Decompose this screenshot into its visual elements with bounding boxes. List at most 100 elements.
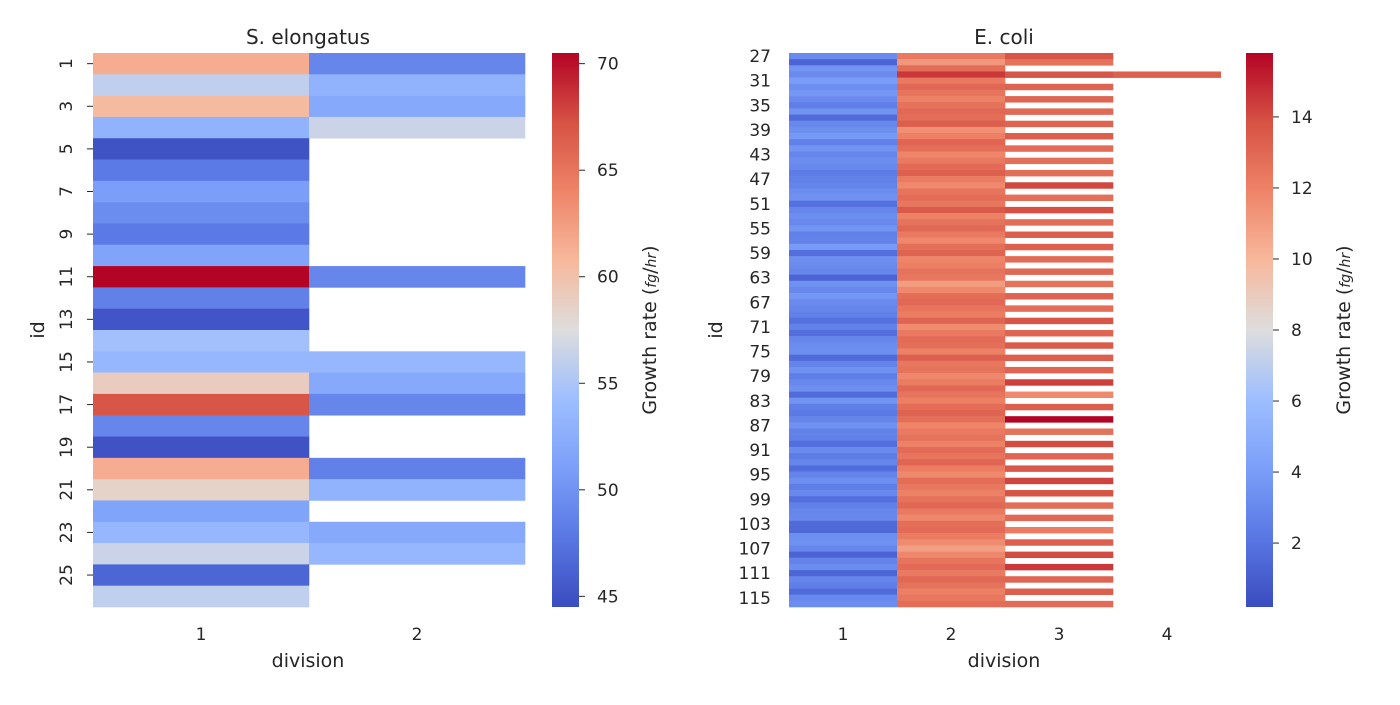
heatmap-cell [789,520,898,528]
y-tick-label: 71 [749,318,771,338]
y-tick-label: 15 [57,351,77,373]
y-tick-label: 67 [749,293,771,313]
colorbar-tick-label: 45 [597,587,619,607]
y-tick-label: 11 [57,266,77,288]
heatmap-cell [897,397,1006,405]
heatmap-cell [789,342,898,349]
heatmap-cell [1005,145,1114,152]
heatmap-cell [789,360,898,368]
heatmap-cell [897,194,1006,202]
y-tick-label: 3 [57,101,77,112]
heatmap-cell [897,576,1006,583]
heatmap-cell [789,428,898,435]
heatmap-cell [897,520,1006,528]
heatmap-cell [789,139,898,146]
heatmap-cell [309,521,526,544]
heatmap-cell [1005,206,1114,214]
heatmap-cell [897,588,1006,595]
heatmap-cell [789,323,898,331]
heatmap-cells-s-elongatus [93,53,526,608]
heatmap-cell [789,594,898,602]
heatmap-cell [93,351,310,373]
heatmap-cell [1005,391,1114,399]
heatmap-cell [1005,526,1114,534]
heatmap-cell [1005,59,1114,66]
heatmap-cell [1005,83,1114,91]
heatmap-cell [897,77,1006,85]
heatmap-cell [93,116,310,139]
heatmap-cell [897,336,1006,343]
heatmap-cell [897,465,1006,472]
heatmap-cell [897,305,1006,312]
heatmap-cell [309,393,526,416]
y-tick-label: 111 [739,564,771,584]
heatmap-cell [897,428,1006,435]
heatmap-cell [789,163,898,171]
y-tick-label: 91 [749,441,771,461]
heatmap-cell [897,102,1006,109]
chart-title-e-coli: E. coli [974,25,1034,49]
y-tick-label: 47 [749,170,771,190]
y-tick-label: 83 [749,392,771,412]
y-tick-label: 51 [749,195,771,215]
heatmap-cell [897,133,1006,140]
heatmap-cell [1005,305,1114,312]
heatmap-cell [897,157,1006,165]
heatmap-cell [789,231,898,238]
heatmap-cell [789,182,898,189]
heatmap-cell [897,317,1006,325]
heatmap-cell [897,293,1006,300]
heatmap-cell [789,286,898,294]
heatmap-cell [897,446,1006,454]
y-tick-label: 55 [749,219,771,239]
heatmap-cell [897,360,1006,368]
y-tick-label: 99 [749,490,771,510]
heatmap-cell [93,95,310,118]
heatmap-cell [1005,256,1114,263]
heatmap-cell [789,582,898,589]
heatmap-cell [789,545,898,552]
heatmap-cell [93,266,310,288]
heatmap-cell [93,202,310,224]
colorbar-tick-label: 55 [597,374,619,394]
heatmap-cell [789,422,898,429]
heatmap-cell [897,366,1006,374]
heatmap-cell [897,163,1006,171]
heatmap-cell [789,391,898,399]
heatmap-cell [897,422,1006,429]
heatmap-cell [1005,588,1114,595]
heatmap-cell [93,53,310,75]
heatmap-cell [789,514,898,522]
heatmap-cell [789,83,898,91]
heatmap-cell [1005,514,1114,522]
heatmap-cell [789,176,898,183]
heatmap-cell [789,71,898,78]
heatmap-cell [789,539,898,546]
y-tick-label: 115 [739,589,771,609]
heatmap-cell [789,200,898,208]
heatmap-cell [789,570,898,577]
heatmap-cell [1005,600,1114,608]
heatmap-cell [789,397,898,405]
heatmap-cell [93,308,310,331]
heatmap-cell [93,500,310,523]
heatmap-cell [897,188,1006,195]
x-tick-label: 4 [1162,625,1173,645]
heatmap-cell [789,446,898,454]
heatmap-cell [789,471,898,479]
heatmap-cell [309,74,526,96]
heatmap-cell [93,244,310,267]
heatmap-cell [93,585,310,608]
y-tick-label: 103 [739,515,771,535]
heatmap-cell [897,206,1006,214]
heatmap-cell [897,59,1006,66]
heatmap-cell [897,403,1006,411]
colorbar-s-elongatus [552,53,579,607]
heatmap-cell [1005,576,1114,583]
heatmap-cell [789,133,898,140]
heatmap-cell [897,570,1006,577]
heatmap-cell [789,533,898,540]
heatmap-cell [897,256,1006,263]
heatmap-cell [309,95,526,118]
heatmap-cell [789,330,898,337]
